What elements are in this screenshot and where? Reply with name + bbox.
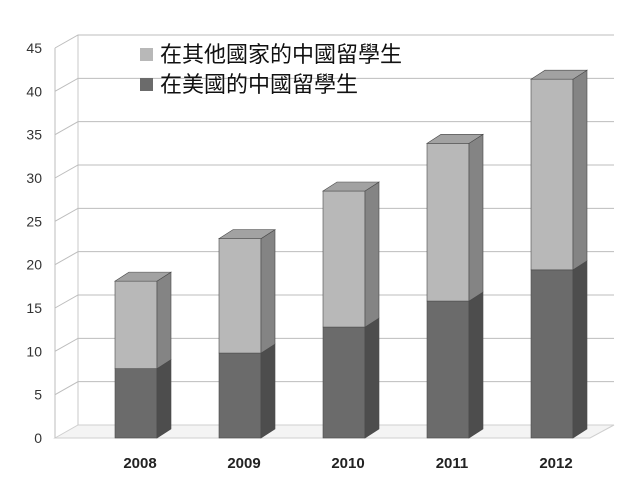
bar-top-face <box>321 181 381 192</box>
bar-front-face <box>322 326 366 439</box>
bar-side-face <box>572 260 588 439</box>
bar-group-2009 <box>217 229 277 439</box>
bars <box>113 69 589 439</box>
bar-top-face <box>217 229 277 239</box>
bar-side-face <box>572 69 588 271</box>
gridline <box>54 77 614 92</box>
bar-top-face <box>529 69 589 80</box>
gridline <box>54 164 614 179</box>
bar-group-2010 <box>321 181 381 439</box>
x-tick-label: 2009 <box>227 455 260 472</box>
y-tick-label: 15 <box>26 300 42 316</box>
bar-2012-series-1 <box>529 69 589 271</box>
bar-front-face <box>426 300 470 439</box>
y-axis: 0 5 10 15 20 25 30 35 40 45 <box>26 40 56 446</box>
legend-swatch <box>140 78 153 91</box>
bar-front-face <box>426 143 470 302</box>
y-tick-label: 5 <box>34 387 42 403</box>
y-tick-label: 35 <box>26 127 42 143</box>
bar-2012-series-0 <box>530 260 588 439</box>
bar-top-face <box>425 134 485 144</box>
y-tick-label: 0 <box>34 430 42 446</box>
bar-front-face <box>114 280 158 369</box>
x-tick-label: 2008 <box>123 455 156 472</box>
bar-front-face <box>322 190 366 328</box>
bar-2008-series-0 <box>114 359 172 439</box>
y-tick-label: 45 <box>26 40 42 56</box>
bar-front-face <box>530 78 574 271</box>
y-tick-label: 20 <box>26 257 42 273</box>
bar-2010-series-0 <box>322 317 380 439</box>
gridline <box>54 121 614 136</box>
bar-front-face <box>114 368 158 439</box>
bar-group-2011 <box>425 133 485 439</box>
bar-front-face <box>530 269 574 439</box>
y-tick-label: 25 <box>26 213 42 229</box>
bar-2009-series-1 <box>217 229 277 354</box>
bar-side-face <box>468 291 484 439</box>
bar-group-2008 <box>113 271 173 439</box>
x-axis: 2008 2009 2010 2011 2012 <box>123 455 572 472</box>
bar-front-face <box>218 238 262 354</box>
legend-label: 在美國的中國留學生 <box>160 73 358 98</box>
bar-2011-series-1 <box>425 133 485 302</box>
bar-side-face <box>260 343 276 439</box>
bar-2008-series-1 <box>113 271 173 370</box>
bar-2009-series-0 <box>218 343 276 439</box>
bar-top-face <box>113 271 173 282</box>
x-tick-label: 2010 <box>331 455 364 472</box>
bar-side-face <box>156 359 172 439</box>
gridline <box>54 34 614 49</box>
bar-side-face <box>260 229 276 354</box>
bar-side-face <box>364 317 380 439</box>
y-tick-label: 40 <box>26 83 42 99</box>
bar-front-face <box>218 352 262 439</box>
bar-2011-series-0 <box>426 291 484 439</box>
legend-swatch <box>140 48 153 61</box>
bar-side-face <box>156 271 172 370</box>
bar-side-face <box>468 133 484 302</box>
bar-2010-series-1 <box>321 181 381 328</box>
bar-side-face <box>364 181 380 328</box>
x-tick-label: 2012 <box>539 455 572 472</box>
x-tick-label: 2011 <box>436 455 469 472</box>
bar-group-2012 <box>529 69 589 439</box>
legend-label: 在其他國家的中國留學生 <box>160 43 402 68</box>
y-tick-label: 30 <box>26 170 42 186</box>
y-tick-label: 10 <box>26 343 42 359</box>
